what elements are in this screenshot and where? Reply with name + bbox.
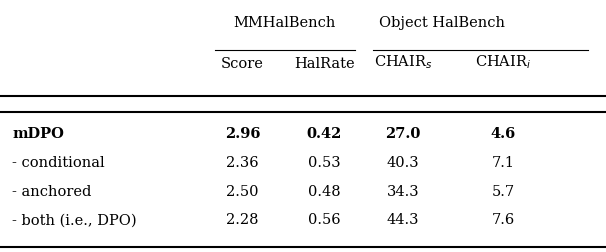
Text: 7.1: 7.1	[491, 155, 514, 170]
Text: 2.96: 2.96	[225, 127, 260, 141]
Text: - both (i.e., DPO): - both (i.e., DPO)	[12, 213, 137, 228]
Text: 27.0: 27.0	[385, 127, 421, 141]
Text: 40.3: 40.3	[387, 155, 419, 170]
Text: 0.48: 0.48	[308, 184, 341, 199]
Text: 2.28: 2.28	[226, 213, 259, 228]
Text: - anchored: - anchored	[12, 184, 92, 199]
Text: HalRate: HalRate	[294, 56, 355, 71]
Text: 0.42: 0.42	[307, 127, 342, 141]
Text: 2.50: 2.50	[226, 184, 259, 199]
Text: CHAIR$_i$: CHAIR$_i$	[475, 53, 531, 71]
Text: 44.3: 44.3	[387, 213, 419, 228]
Text: Object HalBench: Object HalBench	[379, 16, 505, 30]
Text: MMHalBench: MMHalBench	[234, 16, 336, 30]
Text: 2.36: 2.36	[226, 155, 259, 170]
Text: 0.53: 0.53	[308, 155, 341, 170]
Text: Score: Score	[221, 56, 264, 71]
Text: mDPO: mDPO	[12, 127, 64, 141]
Text: 0.56: 0.56	[308, 213, 341, 228]
Text: 4.6: 4.6	[490, 127, 516, 141]
Text: 34.3: 34.3	[387, 184, 419, 199]
Text: 7.6: 7.6	[491, 213, 514, 228]
Text: 5.7: 5.7	[491, 184, 514, 199]
Text: CHAIR$_s$: CHAIR$_s$	[374, 53, 432, 71]
Text: - conditional: - conditional	[12, 155, 105, 170]
